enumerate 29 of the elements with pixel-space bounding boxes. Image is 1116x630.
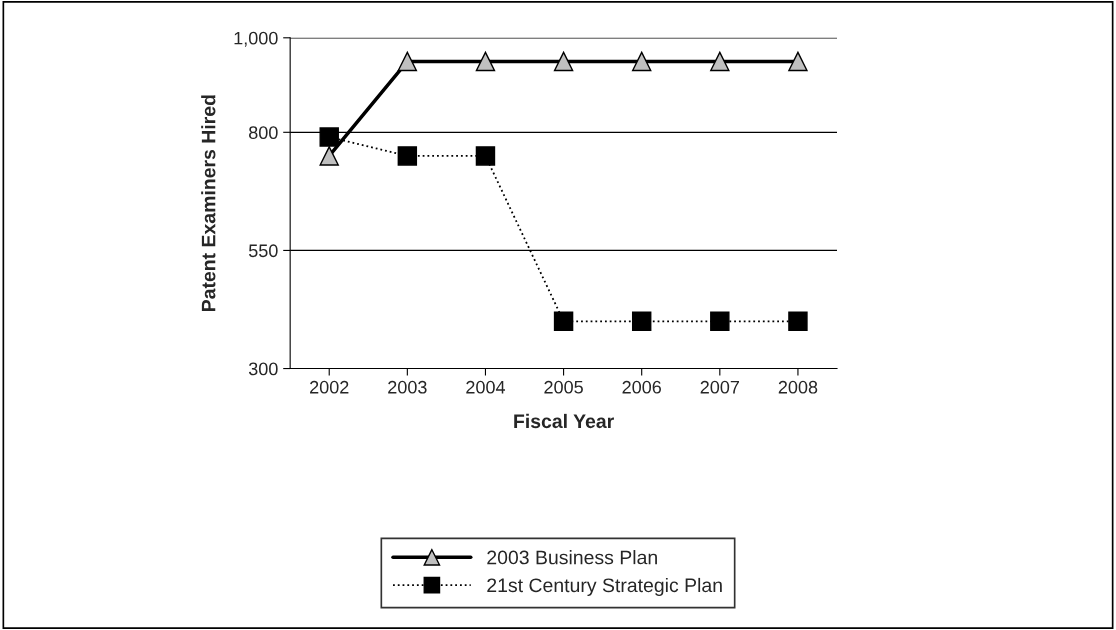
point xyxy=(397,146,418,166)
x-tick-label: 2008 xyxy=(778,380,818,394)
point xyxy=(319,127,339,147)
legend-label: 2003 Business Plan xyxy=(487,550,657,565)
x-tick-label: 2007 xyxy=(700,380,739,394)
point xyxy=(319,146,339,166)
point xyxy=(475,51,496,72)
point xyxy=(788,51,808,72)
x-tick-label: 2002 xyxy=(310,380,349,394)
y-axis-title: Patent Examiners Hired xyxy=(201,95,216,312)
y-tick-label: 1,000 xyxy=(234,31,278,47)
point xyxy=(788,311,808,332)
point xyxy=(710,51,730,72)
point xyxy=(710,311,730,332)
x-tick-label: 2003 xyxy=(388,380,427,394)
y-tick-label: 300 xyxy=(248,362,278,376)
y-tick-label: 800 xyxy=(249,126,278,140)
point xyxy=(553,311,574,332)
x-tick-label: 2004 xyxy=(466,380,506,394)
point xyxy=(553,51,574,72)
x-tick-label: 2006 xyxy=(622,380,661,394)
x-axis-title: Fiscal Year xyxy=(514,413,614,429)
point xyxy=(397,51,418,72)
point xyxy=(475,146,496,166)
y-tick-label: 550 xyxy=(248,244,278,258)
point xyxy=(631,311,652,332)
point xyxy=(631,51,652,72)
legend-label: 21st Century Strategic Plan xyxy=(487,577,722,597)
x-tick-label: 2005 xyxy=(544,380,583,394)
